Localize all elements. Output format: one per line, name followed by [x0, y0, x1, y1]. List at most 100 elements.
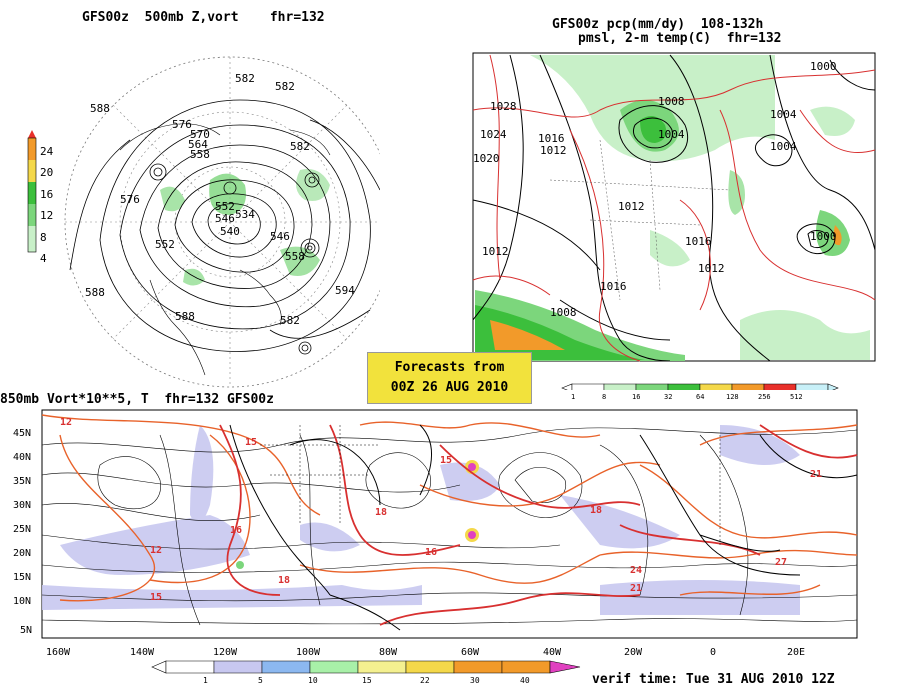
lat-label: 20N — [13, 548, 31, 559]
temp-label: 15 — [150, 592, 162, 603]
colorbar-tick: 40 — [520, 676, 530, 685]
isobar-label: 1000 — [810, 230, 837, 243]
isobar-label: 1016 — [685, 235, 712, 248]
banner-line2: 00Z 26 AUG 2010 — [390, 380, 509, 395]
temp-label: 18 — [375, 507, 387, 518]
colorbar-tick: 1 — [571, 393, 576, 401]
isobar-label: 1012 — [482, 245, 509, 258]
polar-500mb-map: 24 20 16 12 8 4 — [27, 56, 380, 388]
vort-colorbar — [151, 660, 581, 674]
isobar-label: 1016 — [600, 280, 627, 293]
lon-label: 20E — [787, 647, 805, 658]
lon-label: 40W — [543, 647, 562, 658]
temp-label: 15 — [245, 437, 257, 448]
colorbar-tick: 16 — [40, 188, 53, 201]
colorbar-tick: 24 — [40, 145, 54, 158]
colorbar-tick: 128 — [726, 393, 739, 401]
verif-time: verif time: Tue 31 AUG 2010 12Z — [592, 672, 835, 687]
isobar-label: 1008 — [658, 95, 685, 108]
temp-label: 27 — [775, 557, 787, 568]
vort-colorbar-ticks: 1 5 10 15 22 30 40 — [0, 676, 900, 686]
contour-label: 588 — [85, 286, 105, 299]
contour-label: 582 — [280, 314, 300, 327]
contour-label: 576 — [172, 118, 192, 131]
colorbar-tick: 22 — [420, 676, 430, 685]
lat-label: 5N — [20, 625, 32, 636]
lat-label: 15N — [13, 572, 31, 583]
top-right-panel-title-line1: GFS00z pcp(mm/dy) 108-132h — [552, 17, 764, 32]
isobar-label: 1004 — [658, 128, 685, 141]
isobar-label: 1028 — [490, 100, 517, 113]
lon-label: 160W — [46, 647, 71, 658]
contour-label: 564 — [188, 138, 208, 151]
precip-colorbar — [561, 383, 839, 390]
polar-projection — [64, 56, 380, 388]
top-right-panel-title-line2: pmsl, 2-m temp(C) fhr=132 — [578, 31, 782, 46]
contour-label: 582 — [235, 72, 255, 85]
contour-label: 534 — [235, 208, 255, 221]
colorbar-tick: 20 — [40, 166, 53, 179]
contour-label: 546 — [270, 230, 290, 243]
lon-label: 120W — [213, 647, 238, 658]
colorbar-tick: 5 — [258, 676, 263, 685]
contour-label: 558 — [190, 148, 210, 161]
colorbar-tick: 30 — [470, 676, 480, 685]
isobar-label: 1012 — [698, 262, 725, 275]
colorbar-tick: 16 — [632, 393, 641, 401]
lat-label: 10N — [13, 596, 31, 607]
bottom-panel-title: 850mb Vort*10**5, T fhr=132 GFS00z — [0, 392, 274, 407]
temp-label: 12 — [150, 545, 162, 556]
temp-label: 21 — [810, 469, 822, 480]
colorbar-tick: 10 — [308, 676, 318, 685]
isobar-label: 1004 — [770, 108, 797, 121]
lat-label: 35N — [13, 476, 31, 487]
contour-label: 558 — [285, 250, 305, 263]
forecast-banner: Forecasts from 00Z 26 AUG 2010 — [367, 352, 532, 404]
top-left-panel-title: GFS00z 500mb Z,vort fhr=132 — [82, 10, 325, 25]
lon-label: 80W — [379, 647, 398, 658]
isobar-label: 1008 — [550, 306, 577, 319]
colorbar-tick: 8 — [40, 231, 47, 244]
temp-label: 18 — [278, 575, 290, 586]
isobar-label: 1004 — [770, 140, 797, 153]
isobar-label: 1000 — [810, 60, 837, 73]
lon-label: 0 — [710, 647, 716, 658]
colorbar-tick: 256 — [758, 393, 771, 401]
colorbar-tick: 32 — [664, 393, 673, 401]
contour-label: 594 — [335, 284, 355, 297]
contour-label: 540 — [220, 225, 240, 238]
colorbar-tick: 1 — [203, 676, 208, 685]
contour-label: 546 — [215, 212, 235, 225]
contour-label: 588 — [175, 310, 195, 323]
contour-label: 552 — [155, 238, 175, 251]
temp-label: 16 — [230, 525, 242, 536]
vorticity-colorbar — [27, 130, 37, 253]
temp-label: 18 — [590, 505, 602, 516]
isobar-label: 1012 — [540, 144, 567, 157]
contour-label: 582 — [275, 80, 295, 93]
isobar-label: 1012 — [618, 200, 645, 213]
temp-label: 24 — [630, 565, 642, 576]
lat-label: 25N — [13, 524, 31, 535]
lon-label: 100W — [296, 647, 321, 658]
isobar-label: 1020 — [473, 152, 500, 165]
contour-label: 582 — [290, 140, 310, 153]
colorbar-tick: 12 — [40, 209, 53, 222]
colorbar-tick: 64 — [696, 393, 705, 401]
temp-label: 15 — [440, 455, 452, 466]
pcp-pmsl-map: 1028 1024 1020 1016 1012 1008 1004 1000 … — [472, 52, 876, 390]
precip-shading — [475, 55, 870, 361]
lon-label: 140W — [130, 647, 155, 658]
lat-label: 45N — [13, 428, 31, 439]
lat-label: 40N — [13, 452, 31, 463]
850mb-vort-map: 12 15 18 21 24 27 15 18 21 12 15 18 16 1… — [13, 409, 858, 674]
lon-label: 20W — [624, 647, 643, 658]
temp-label: 16 — [425, 547, 437, 558]
isobar-label: 1024 — [480, 128, 507, 141]
banner-line1: Forecasts from — [394, 360, 505, 375]
contour-label: 570 — [190, 128, 210, 141]
colorbar-tick: 4 — [40, 252, 47, 265]
colorbar-tick: 15 — [362, 676, 372, 685]
colorbar-tick: 8 — [602, 393, 607, 401]
isobar-label: 1016 — [538, 132, 565, 145]
